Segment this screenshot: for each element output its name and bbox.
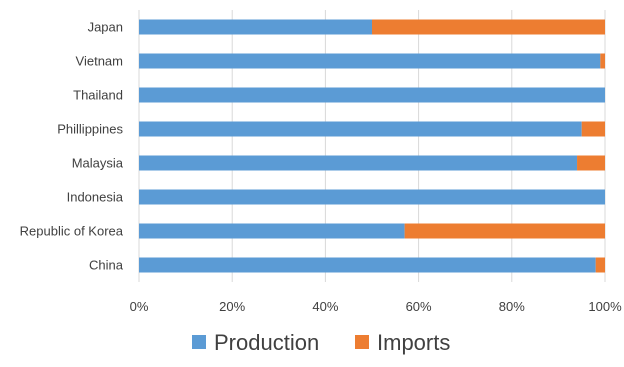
category-label: Republic of Korea xyxy=(20,224,124,239)
bar-imports-phillippines xyxy=(581,121,605,137)
legend-label-imports: Imports xyxy=(377,330,450,355)
bar-imports-malaysia xyxy=(577,155,605,171)
category-label: Indonesia xyxy=(67,190,124,205)
category-label: Malaysia xyxy=(72,156,124,171)
bar-production-thailand xyxy=(139,87,605,103)
bar-production-japan xyxy=(139,19,372,35)
x-tick-label: 100% xyxy=(588,299,622,314)
bar-production-phillippines xyxy=(139,121,582,137)
bar-production-vietnam xyxy=(139,53,601,69)
bar-imports-japan xyxy=(372,19,605,35)
x-tick-label: 60% xyxy=(406,299,432,314)
gridlines xyxy=(138,10,606,282)
category-label: Thailand xyxy=(73,88,123,103)
bar-imports-china xyxy=(595,257,605,273)
bars xyxy=(139,19,605,273)
bar-production-republic-of-korea xyxy=(139,223,405,239)
bar-production-malaysia xyxy=(139,155,578,171)
legend-swatch-imports xyxy=(355,335,369,349)
legend-swatch-production xyxy=(192,335,206,349)
bar-imports-republic-of-korea xyxy=(404,223,605,239)
x-tick-label: 0% xyxy=(130,299,149,314)
x-tick-label: 20% xyxy=(219,299,245,314)
category-label: Phillippines xyxy=(57,122,123,137)
legend: Production Imports xyxy=(192,330,450,355)
x-tick-label: 80% xyxy=(499,299,525,314)
bar-production-china xyxy=(139,257,596,273)
x-tick-labels: 0% 20% 40% 60% 80% 100% xyxy=(130,299,622,314)
bar-imports-vietnam xyxy=(600,53,605,69)
legend-label-production: Production xyxy=(214,330,319,355)
category-label: China xyxy=(89,258,124,273)
bar-production-indonesia xyxy=(139,189,605,205)
category-labels: Japan Vietnam Thailand Phillippines Malaysia… xyxy=(20,20,124,273)
x-tick-label: 40% xyxy=(312,299,338,314)
category-label: Japan xyxy=(88,20,123,35)
category-label: Vietnam xyxy=(76,54,123,69)
